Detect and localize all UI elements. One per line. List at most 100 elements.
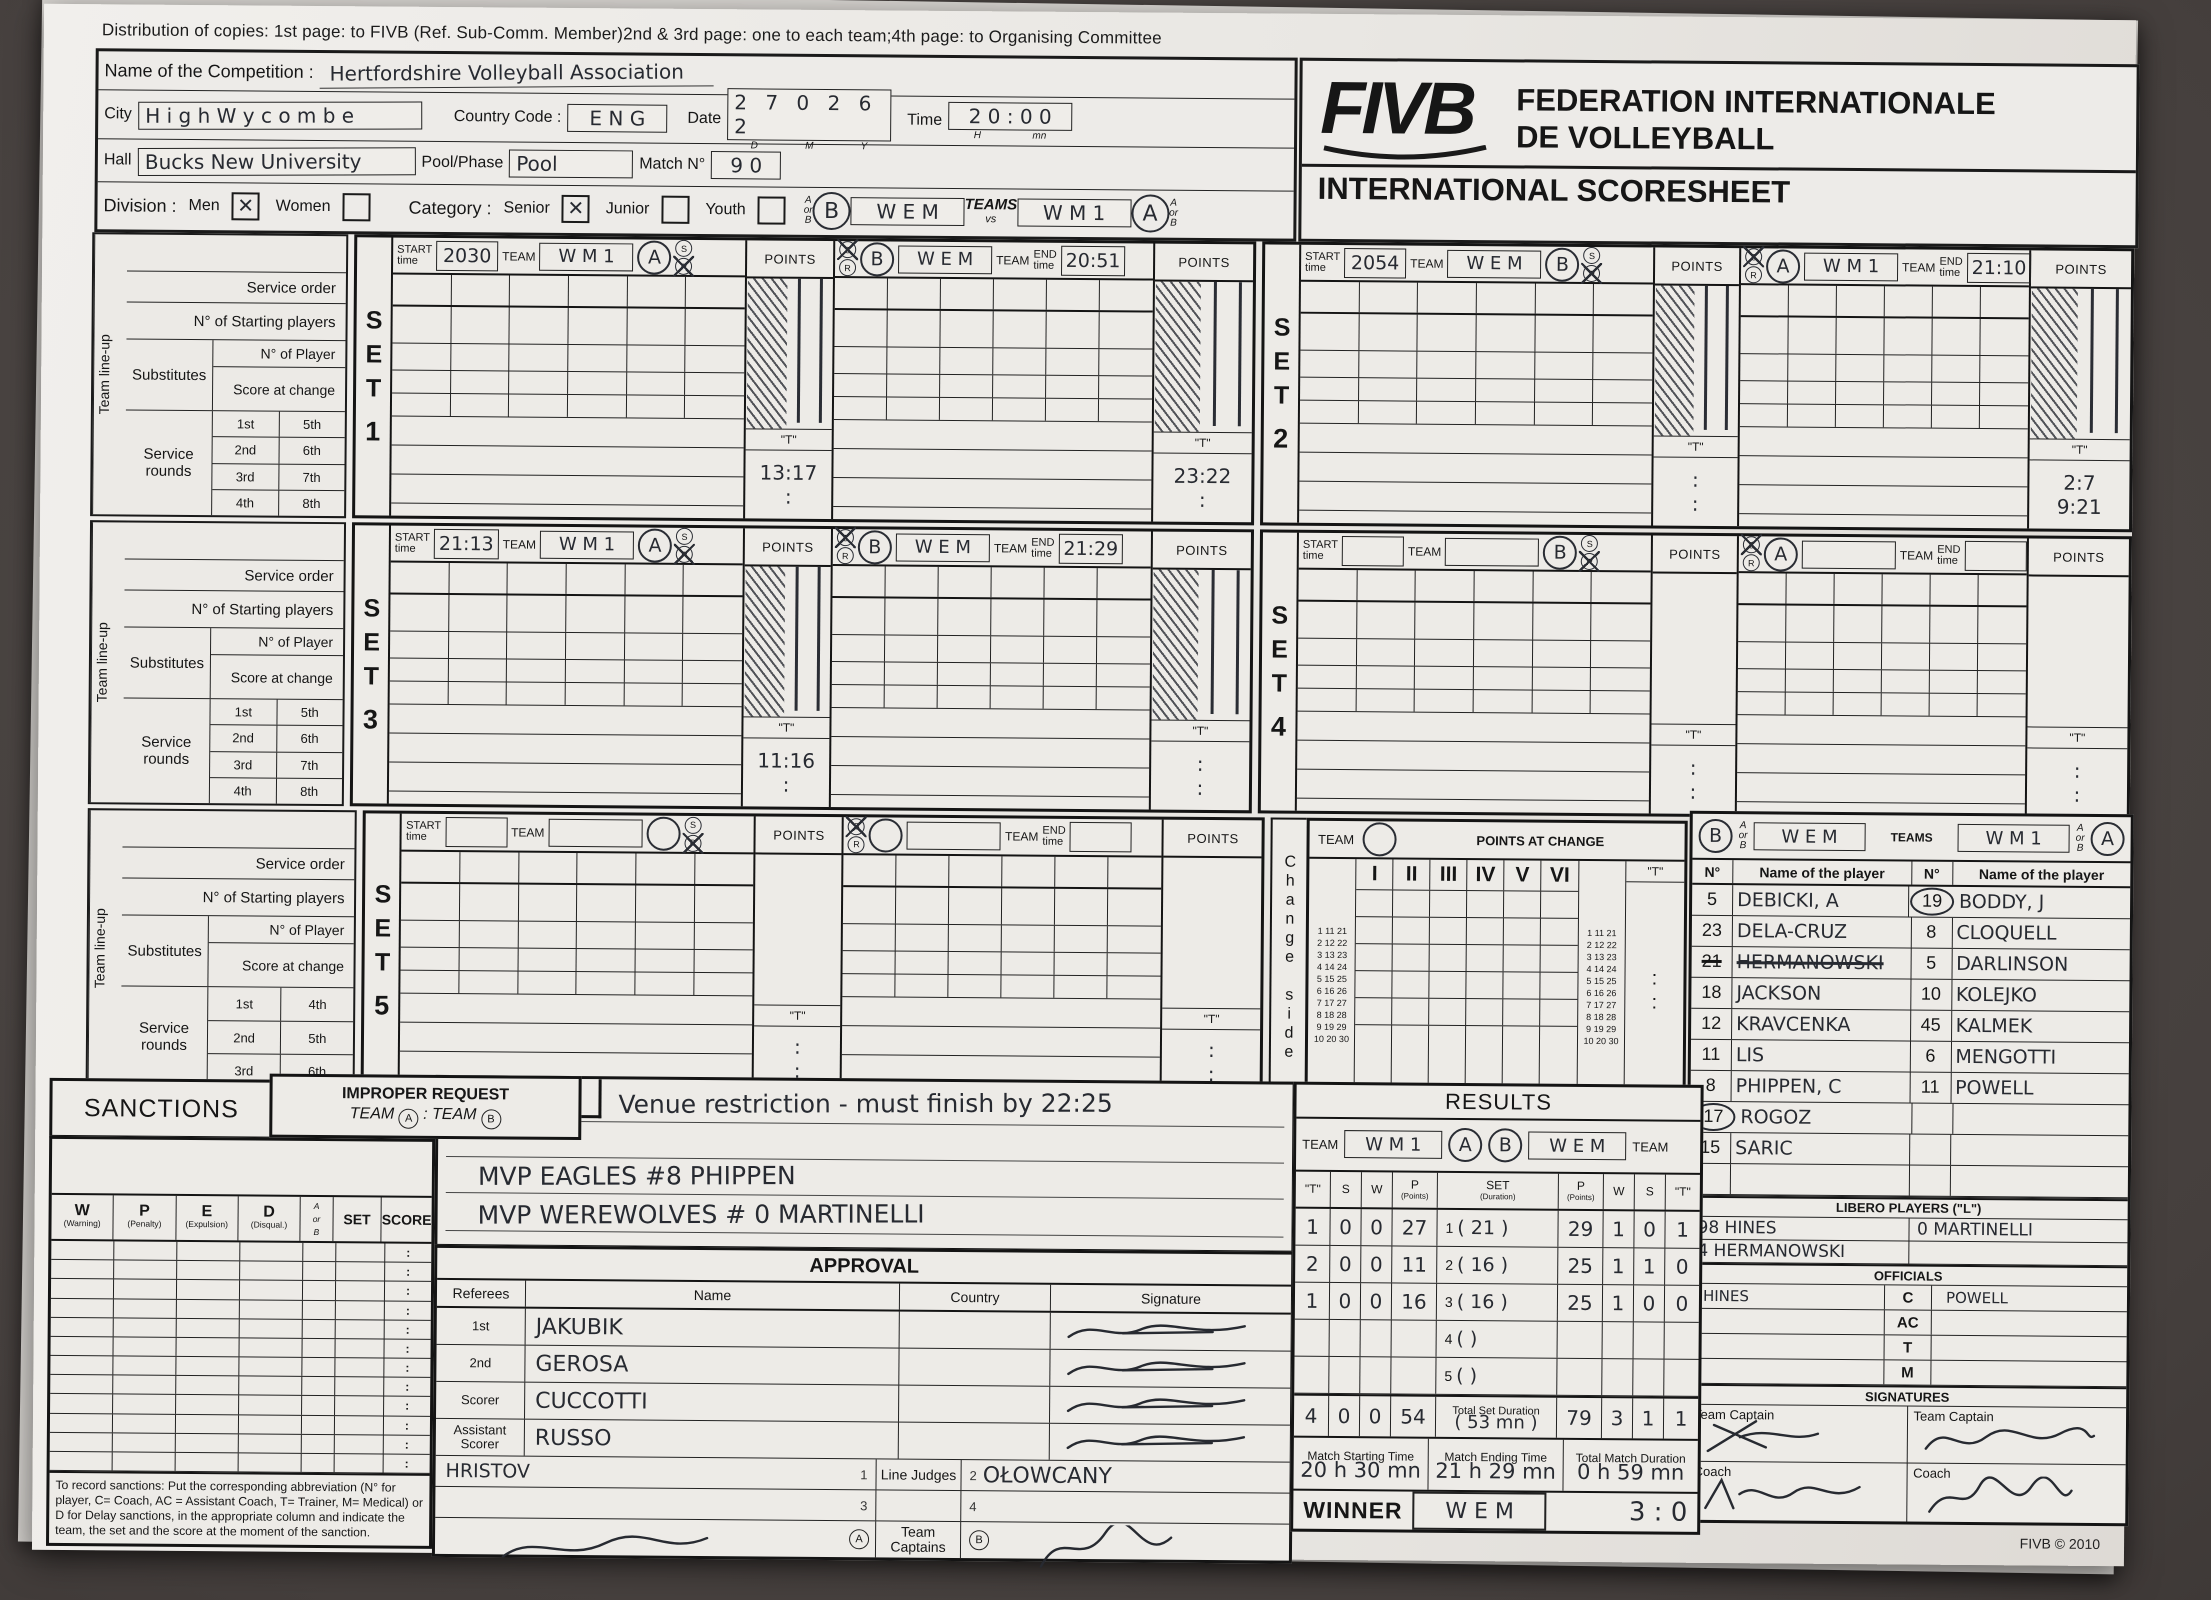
substitute-value [683,634,742,660]
left-team-letter [646,816,681,851]
lineup-value [1740,317,1789,354]
approval-row: Assistant Scorer RUSSO [435,1418,1290,1463]
right-points-column: POINTS "T" 23:22 : [1153,243,1254,523]
serve-receive-marks: S R [836,529,855,565]
set-number-column: SET 2 [1263,244,1302,523]
vs-label: vs [985,213,997,226]
lineup-value [940,310,994,348]
service-rounds-grid [400,993,753,1084]
end-time-value: 20:51 [1065,249,1121,272]
substitute-value [1591,641,1650,667]
country-label: Country Code : [453,108,562,126]
service-rounds-label: Service rounds [125,410,213,516]
referee-role: Assistant Scorer [435,1418,525,1456]
lineup-value [448,595,508,632]
remark-line: MVP WEREWOLVES # 0 MARTINELLI [477,1199,925,1230]
points-tally [1651,573,1737,726]
referee-role: 1st [436,1307,526,1345]
right-team-name: W E M [895,533,990,562]
set-number: 4 [1270,710,1287,742]
signature-icon [1067,1361,1246,1376]
serve-receive-marks: S R [675,527,694,563]
player-name: DELA-CRUZ [1732,915,1912,948]
lineup-value [1099,312,1152,348]
change-points-strip: 1 11 21 2 12 22 3 13 23 4 14 24 5 15 25 6 16 … [1308,858,1357,1096]
player-name: SARIC [1731,1132,1910,1165]
left-team-half: START time TEAM B S R [1296,532,1653,831]
player-name: JACKSON [1732,977,1912,1010]
player-name [1950,1166,2128,1197]
lineup-value [627,308,687,345]
starting-lineup-row [1300,313,1653,354]
left-points-column: POINTS "T" : : [1650,535,1739,815]
libero-a2 [1909,1241,2128,1265]
starting-lineup-row [1298,601,1651,642]
score-at-change-row [1297,688,1650,715]
signature-icon [501,1535,709,1558]
libero-b2: 4 HERMANOWSKI [1689,1239,1909,1264]
serve-receive-marks: S R [1744,248,1763,284]
official-row: M [1688,1358,2127,1388]
referee-signature [1050,1350,1290,1388]
team-b-letter-circle: B [812,191,851,231]
score-at-change-row [1299,400,1653,427]
player-number: 5 [1692,884,1734,915]
left-team-name: W E M [1447,249,1542,279]
lineup-value [684,597,743,633]
division-women-checkbox [342,193,371,222]
referee-role: Scorer [436,1381,526,1419]
distribution-note: Distribution of copies: 1st page: to FIV… [101,20,1162,48]
match-end-time: 21 h 29 mn [1435,1459,1556,1485]
lineup-value [686,309,745,345]
category-youth-checkbox [757,196,786,225]
substitute-value [1356,639,1416,666]
n-player-label: N° of Player [213,340,346,369]
category-senior-checkbox: ✕ [561,194,590,224]
substitute-value [1532,640,1592,667]
official-b [1688,1358,1885,1385]
end-time-value: 21:29 [1063,537,1119,560]
change-team-circle [1362,822,1397,857]
match-no-value: 9 0 [711,151,782,180]
team-captain-signature-a: Team Captain [1907,1407,2126,1465]
service-order-label: Service order [126,271,346,305]
substitute-value [1358,351,1418,378]
time-label: Time [907,111,943,129]
lineup-value [1882,606,1931,643]
pool-value: Pool [509,149,634,179]
team-captain-signature-b: Team Captain [1687,1404,1908,1463]
player-number [1909,1134,1951,1165]
results-rows: 1 0 0 27 1( 21 ) 29 1 0 1 2 0 0 [1294,1208,1700,1398]
roster-a-team: W M 1 [1957,824,2070,853]
service-order-row [1298,569,1651,605]
set-block: SET 2 START time 2054 TEAM W E M B S [1260,241,2135,546]
right-team-letter: B [857,529,892,564]
match-no-label: Match N° [639,155,706,174]
libero-a1: 0 MARTINELLI [1916,1219,2034,1241]
results-row: 1 0 0 27 1( 21 ) 29 1 0 1 [1295,1208,1700,1250]
division-men-label: Men [188,196,220,215]
time-value: 2 0 : 0 0 [948,101,1073,131]
change-side-label: Change side [1269,817,1308,1098]
remark-line: Venue restriction - must finish by 22:25 [618,1088,1113,1119]
substitute-value [694,923,753,949]
service-round-pair: 3rd 7th [212,463,345,491]
category-junior-label: Junior [605,200,650,218]
service-round-row [391,474,744,507]
left-team-half: START time 2030 TEAM W M 1 A S R [390,237,748,536]
lineup-value [518,884,578,922]
player-name [1953,1104,2128,1135]
substitute-value [1473,640,1533,667]
score-at-change-row [392,370,745,397]
x-mark: ✕ [567,195,585,221]
captain-b-signature: B [961,1522,1289,1568]
set-number: 2 [1273,422,1289,454]
city-value: H i g h W y c o m b e [137,101,422,130]
right-team-half: S R B W E M TEAM END time 21:29 [830,529,1153,827]
player-name: LIS [1731,1039,1911,1072]
lineup-value [1738,605,1787,642]
set-block: SET 3 START time 21:13 TEAM W M 1 A S [349,522,1255,827]
timeout-scores: 2:7 9:21 [2056,470,2102,519]
points-crossed-marks [745,278,833,430]
roster-row: 5 DEBICKI, A 19 BODDY, J [1691,884,2131,919]
